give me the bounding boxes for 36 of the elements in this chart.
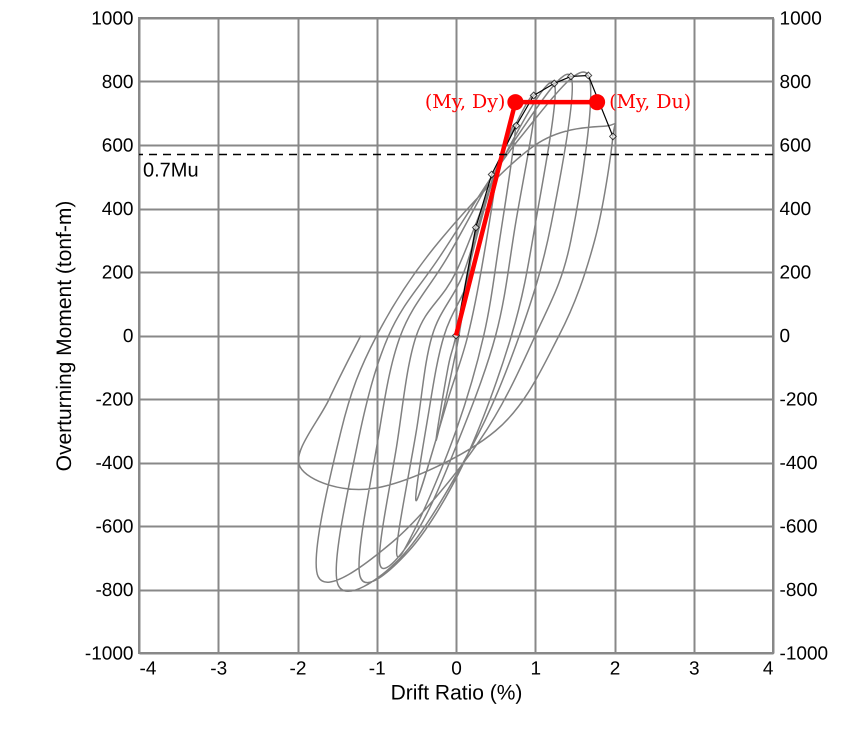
y-tick-label: 1000 (91, 8, 134, 30)
y2-tick-label: -200 (780, 390, 818, 410)
x-tick-label: 2 (610, 658, 620, 680)
x-tick-label: 3 (688, 658, 700, 680)
y2-tick-label: 1000 (780, 8, 822, 30)
annotation: (My, Du) (609, 91, 692, 114)
x-tick-label: -2 (290, 658, 306, 680)
x-tick-label: -3 (210, 658, 228, 680)
y-tick-label: 200 (102, 262, 134, 284)
x-tick-label: -1 (368, 658, 386, 680)
y-tick-label: 800 (102, 72, 134, 93)
y2-tick-label: -400 (780, 453, 818, 474)
y2-tick-label: 200 (780, 262, 812, 284)
y2-tick-label: -600 (780, 516, 818, 538)
y2-tick-label: 800 (780, 72, 812, 93)
y-tick-label: -200 (95, 390, 134, 410)
y-tick-label: -800 (95, 580, 134, 601)
y-tick-label: -600 (95, 516, 134, 538)
y-tick-label: -1000 (84, 644, 134, 664)
annotation: (My, Dy) (424, 91, 506, 114)
y-tick-label: -400 (95, 453, 134, 474)
ref-line-label: 0.7Mu (143, 160, 199, 182)
y2-tick-label: 0 (780, 326, 790, 347)
y2-tick-label: -800 (780, 580, 818, 601)
x-tick-label: 4 (762, 658, 774, 680)
x-tick-label: 0 (451, 658, 462, 680)
x-tick-label: -4 (140, 658, 157, 680)
y-axis-title: Overturning Moment (tonf-m) (52, 200, 76, 472)
y2-tick-label: 600 (780, 136, 812, 156)
x-tick-label: 1 (530, 658, 542, 680)
x-axis-title: Drift Ratio (%) (390, 682, 522, 704)
y-tick-label: 0 (122, 326, 134, 347)
y2-tick-label: 400 (780, 199, 812, 220)
y-tick-label: 600 (102, 136, 134, 156)
y2-tick-label: -1000 (780, 644, 828, 664)
y-tick-label: 400 (102, 199, 134, 220)
